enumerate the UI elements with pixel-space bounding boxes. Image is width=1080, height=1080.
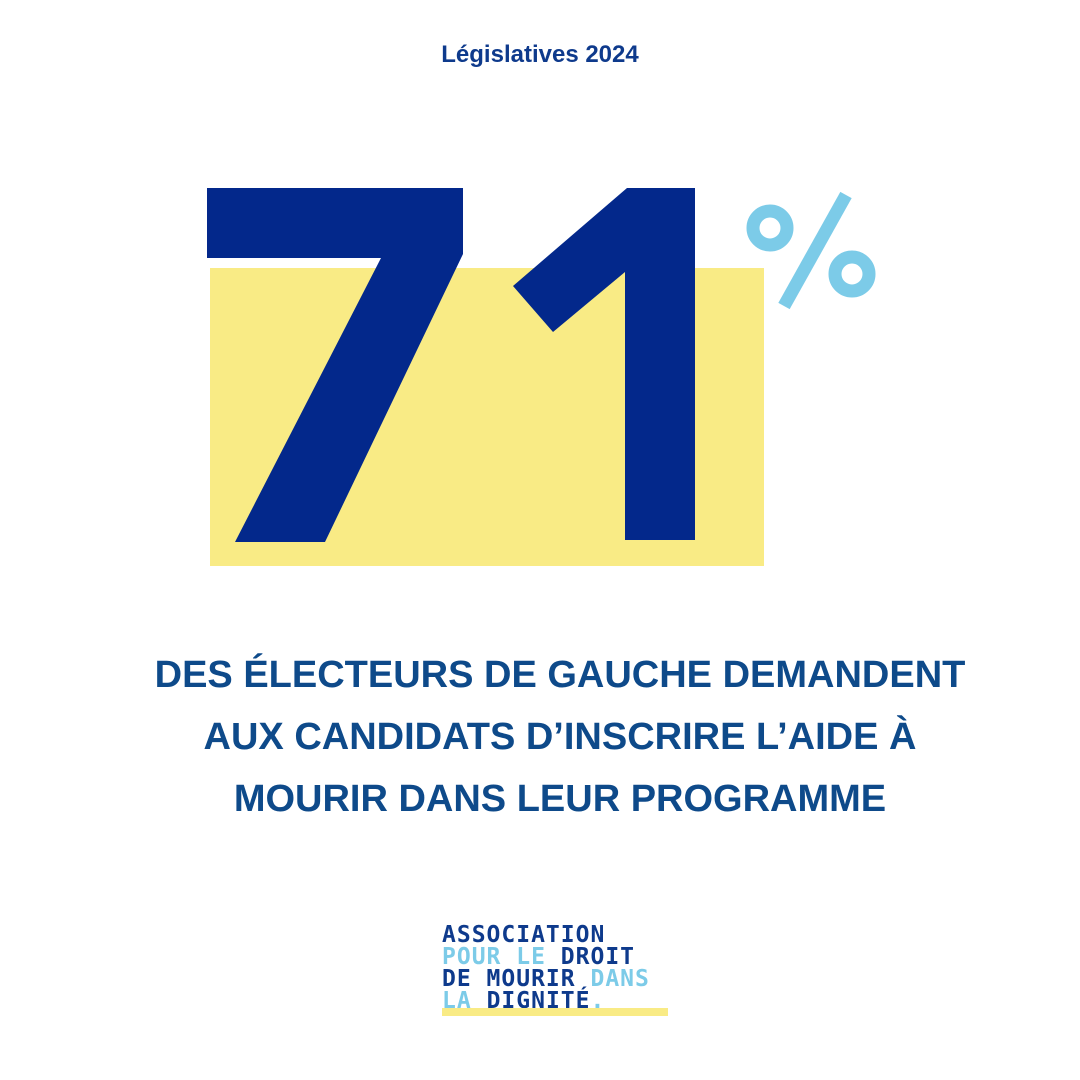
logo-line-4: LA DIGNITÉ. (442, 988, 606, 1014)
header-kicker: Législatives 2024 (441, 41, 639, 68)
logo-line-1: ASSOCIATION (442, 922, 606, 948)
logo-line-3: DE MOURIR DANS (442, 966, 650, 992)
logo-underline (442, 1008, 668, 1016)
percent-sign (744, 190, 884, 310)
digit-seven (207, 188, 463, 542)
stat-value (195, 150, 755, 580)
tagline-line-1: DES ÉLECTEURS DE GAUCHE DEMANDENT (154, 654, 966, 696)
logo-line-2: POUR LE DROIT (442, 944, 636, 970)
tagline-line-3: MOURIR DANS LEUR PROGRAMME (233, 778, 887, 820)
association-logo: ASSOCIATION POUR LE DROIT DE MOURIR DANS… (442, 922, 672, 1014)
tagline-line-2: AUX CANDIDATS D’INSCRIRE L’AIDE À (203, 716, 917, 758)
digit-one (513, 188, 695, 540)
tagline: DES ÉLECTEURS DE GAUCHE DEMANDENT AUX CA… (60, 644, 1060, 830)
